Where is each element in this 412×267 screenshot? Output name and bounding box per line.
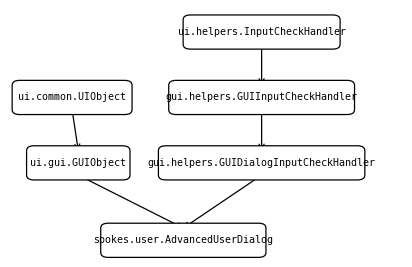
FancyBboxPatch shape xyxy=(26,146,130,180)
FancyBboxPatch shape xyxy=(169,80,354,115)
Text: gui.helpers.GUIInputCheckHandler: gui.helpers.GUIInputCheckHandler xyxy=(166,92,358,103)
FancyBboxPatch shape xyxy=(101,223,266,257)
Text: ui.helpers.InputCheckHandler: ui.helpers.InputCheckHandler xyxy=(178,27,346,37)
FancyBboxPatch shape xyxy=(158,146,365,180)
Text: spokes.user.AdvancedUserDialog: spokes.user.AdvancedUserDialog xyxy=(94,235,273,245)
Text: ui.gui.GUIObject: ui.gui.GUIObject xyxy=(30,158,126,168)
FancyBboxPatch shape xyxy=(12,80,132,115)
Text: ui.common.UIObject: ui.common.UIObject xyxy=(18,92,126,103)
Text: gui.helpers.GUIDialogInputCheckHandler: gui.helpers.GUIDialogInputCheckHandler xyxy=(147,158,376,168)
FancyBboxPatch shape xyxy=(183,15,340,49)
